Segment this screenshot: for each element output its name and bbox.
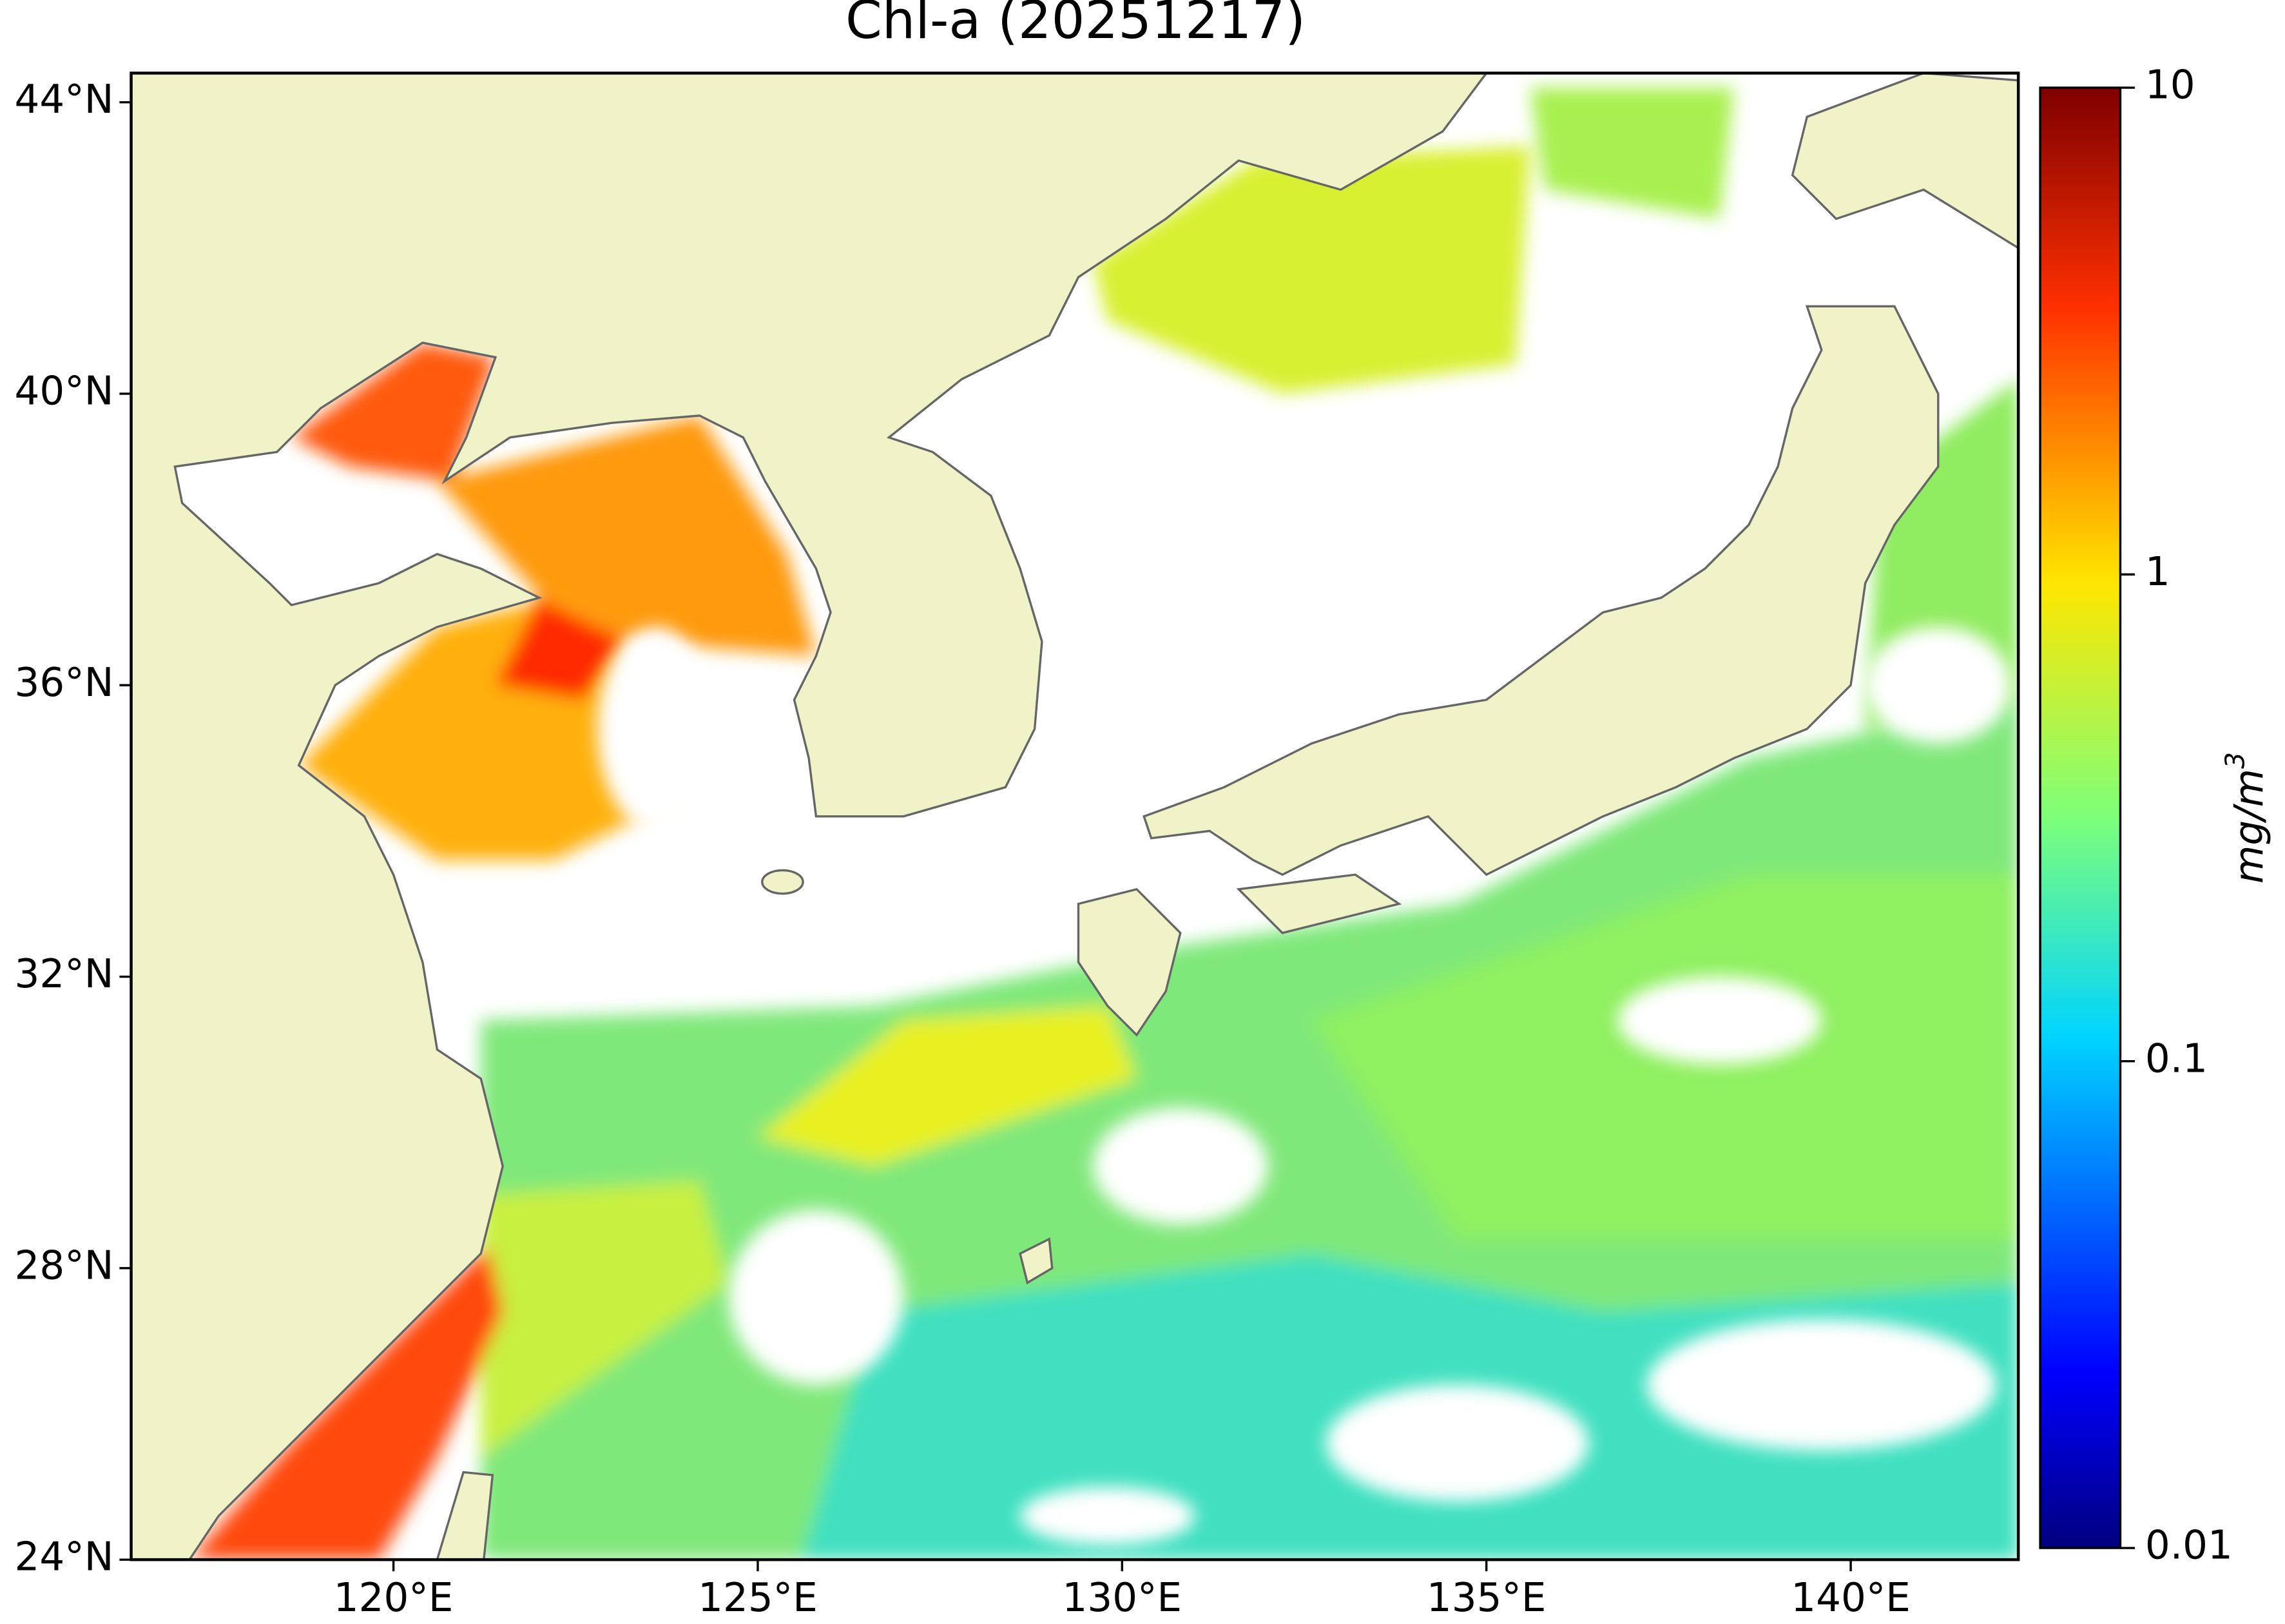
colorbar-tick-label: 0.1: [2145, 1036, 2208, 1081]
colorbar-tick-label: 1: [2145, 549, 2170, 595]
x-tick-label: 135°E: [1427, 1575, 1547, 1621]
y-tick-label: 44°N: [15, 77, 114, 122]
colorbar: [2039, 86, 2122, 1549]
map-frame: [130, 72, 2020, 1561]
x-tick-label: 130°E: [1063, 1575, 1182, 1621]
colorbar-tick-label: 10: [2145, 63, 2195, 108]
x-tick-label: 125°E: [698, 1575, 818, 1621]
y-tick-label: 36°N: [15, 660, 114, 706]
ocean: [175, 73, 2019, 1560]
colorbar-label-text: mg/m: [2226, 769, 2272, 884]
x-tick-label: 140°E: [1791, 1575, 1911, 1621]
colorbar-label: mg/m3: [2219, 752, 2271, 884]
coastline: [173, 72, 2020, 1561]
map-title: Chl-a (20251217): [845, 0, 1306, 51]
x-tick-label: 120°E: [334, 1575, 454, 1621]
y-tick-label: 40°N: [15, 369, 114, 414]
y-tick-label: 32°N: [15, 951, 114, 997]
colorbar-label-sup: 3: [2219, 752, 2250, 769]
y-tick-label: 24°N: [15, 1534, 114, 1580]
colorbar-tick-label: 0.01: [2145, 1523, 2233, 1569]
y-tick-label: 28°N: [15, 1242, 114, 1288]
